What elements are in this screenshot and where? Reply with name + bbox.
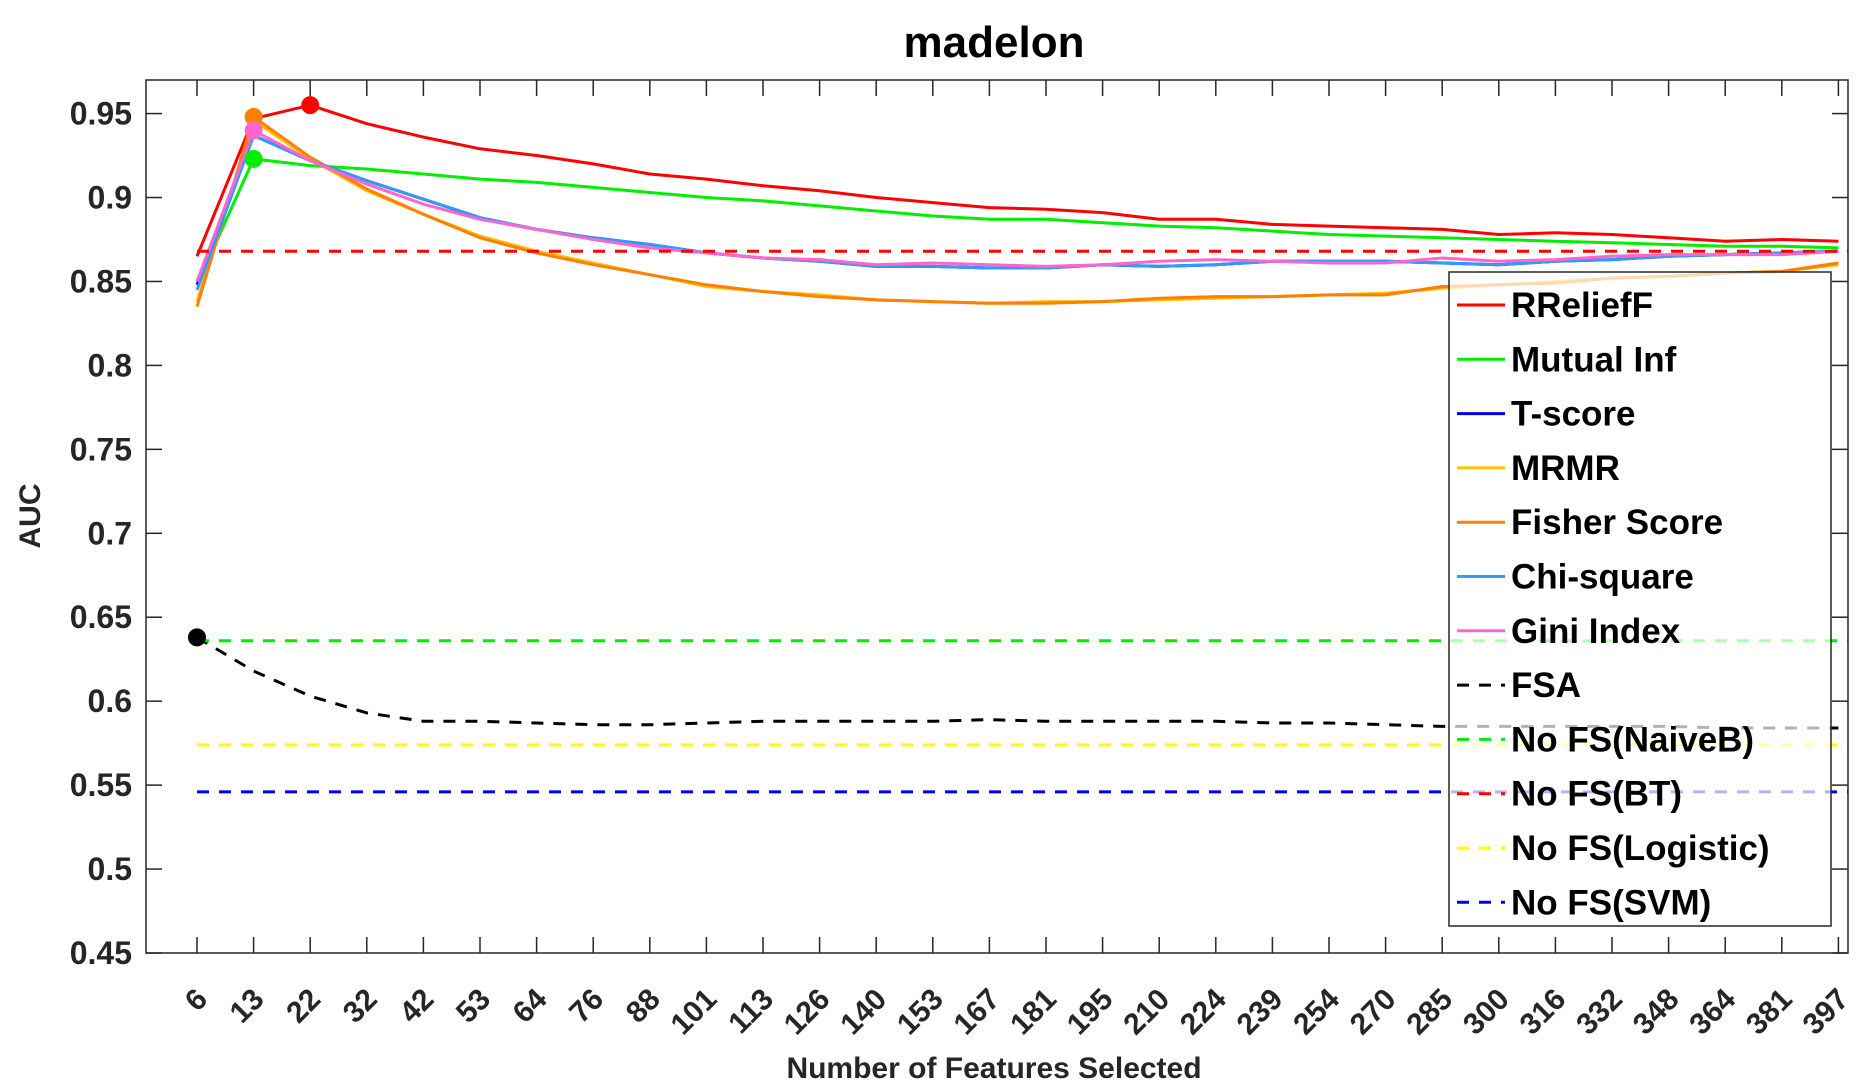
chart-title: madelon xyxy=(904,18,1085,67)
legend-label-fsa: FSA xyxy=(1511,666,1581,705)
legend-label-no-fs-naiveb: No FS(NaiveB) xyxy=(1511,720,1754,759)
plot-frame xyxy=(145,79,1849,954)
y-tick-label: 0.45 xyxy=(70,935,132,971)
legend-label-no-fs-logistic: No FS(Logistic) xyxy=(1511,829,1770,868)
series-line-rrelieff xyxy=(195,103,1839,257)
x-axis-label: Number of Features Selected xyxy=(786,1052,1201,1085)
y-tick-label: 0.8 xyxy=(88,347,132,383)
y-axis-ticks: 0.45 0.5 0.55 0.6 0.65 0.7 0.75 0.8 0.85 0.9 0.95 xyxy=(70,96,1848,971)
series-line-fsa xyxy=(196,636,1839,730)
legend-label-mrmr: MRMR xyxy=(1511,449,1620,488)
series-line-chi-square xyxy=(195,133,1839,291)
legend-label-t-score: T-score xyxy=(1511,395,1636,434)
series-marker-mutual-inf xyxy=(244,149,263,168)
y-tick-label: 0.55 xyxy=(70,767,132,803)
legend-label-no-fs-svm: No FS(SVM) xyxy=(1511,883,1711,922)
series-marker-gini-index xyxy=(244,121,263,140)
legend-box xyxy=(1448,271,1832,927)
y-axis-label: AUC xyxy=(14,484,47,549)
legend-label-no-fs-bt: No FS(BT) xyxy=(1511,775,1682,814)
legend-label-rrelieff: RReliefF xyxy=(1511,286,1653,325)
y-tick-label: 0.9 xyxy=(88,180,132,216)
legend-label-fisher-score: Fisher Score xyxy=(1511,503,1723,542)
legend: RReliefF Mutual Inf T-score MRMR Fisher Scor… xyxy=(1448,271,1832,927)
y-tick-label: 0.75 xyxy=(70,431,132,467)
series-marker-fsa xyxy=(188,628,206,647)
legend-label-chi-square: Chi-square xyxy=(1511,558,1694,597)
series-line-mutual-inf xyxy=(195,157,1839,286)
series-marker-rrelieff xyxy=(301,96,320,115)
y-tick-label: 0.7 xyxy=(88,515,132,551)
y-tick-label: 0.5 xyxy=(88,851,132,887)
series-line-gini-index xyxy=(195,128,1839,283)
legend-label-gini-index: Gini Index xyxy=(1511,612,1681,651)
series-markers xyxy=(188,96,320,647)
y-tick-label: 0.6 xyxy=(88,683,132,719)
y-tick-label: 0.85 xyxy=(70,263,132,299)
legend-label-mutual-inf: Mutual Inf xyxy=(1511,340,1677,379)
series-marker-fisher-score xyxy=(244,107,263,126)
y-tick-label: 0.65 xyxy=(70,599,132,635)
y-tick-label: 0.95 xyxy=(70,96,132,132)
